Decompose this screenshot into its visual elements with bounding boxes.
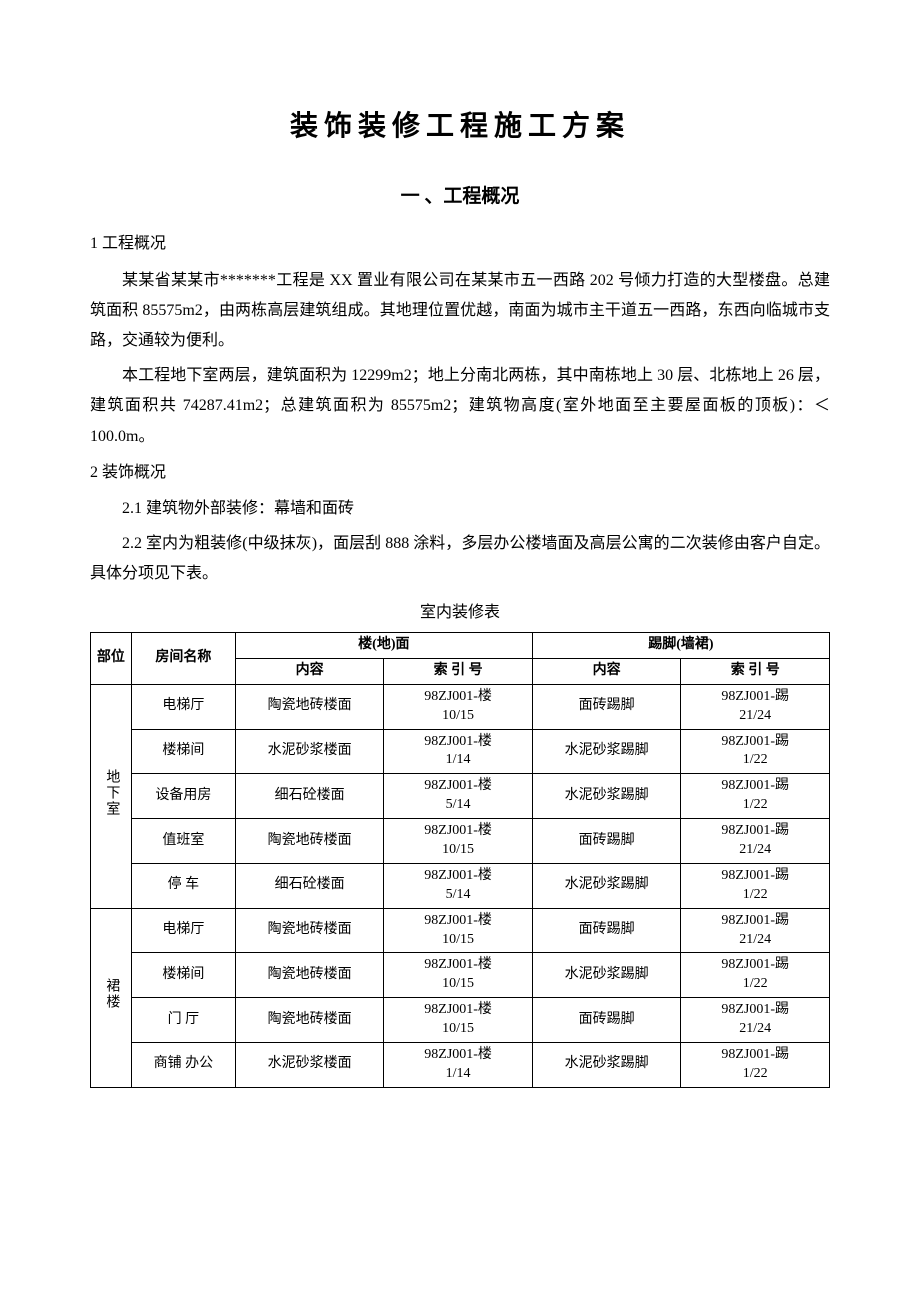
paragraph: 2.2 室内为粗装修(中级抹灰)，面层刮 888 涂料，多层办公楼墙面及高层公寓… [90, 529, 830, 590]
skirt-content-cell: 水泥砂浆踢脚 [532, 953, 681, 998]
sub-heading: 2.1 建筑物外部装修：幕墙和面砖 [90, 494, 830, 524]
room-cell: 停 车 [131, 863, 235, 908]
floor-index-cell: 98ZJ001-楼5/14 [384, 774, 533, 819]
floor-content-cell: 水泥砂浆楼面 [235, 1043, 384, 1088]
room-cell: 电梯厅 [131, 908, 235, 953]
room-cell: 设备用房 [131, 774, 235, 819]
paragraph: 某某省某某市*******工程是 XX 置业有限公司在某某市五一西路 202 号… [90, 266, 830, 357]
paragraph: 本工程地下室两层，建筑面积为 12299m2；地上分南北两栋，其中南栋地上 30… [90, 361, 830, 452]
col-header-section: 部位 [91, 632, 132, 684]
skirt-index-cell: 98ZJ001-踢1/22 [681, 863, 830, 908]
table-header: 部位 房间名称 楼(地)面 踢脚(墙裙) 内容 索 引 号 内容 索 引 号 [91, 632, 830, 684]
col-subheader: 索 引 号 [681, 658, 830, 684]
skirt-content-cell: 面砖踢脚 [532, 684, 681, 729]
skirt-content-cell: 面砖踢脚 [532, 819, 681, 864]
floor-index-cell: 98ZJ001-楼5/14 [384, 863, 533, 908]
table-row: 设备用房细石砼楼面98ZJ001-楼5/14水泥砂浆踢脚98ZJ001-踢1/2… [91, 774, 830, 819]
table-caption: 室内装修表 [90, 598, 830, 628]
floor-content-cell: 陶瓷地砖楼面 [235, 684, 384, 729]
floor-content-cell: 水泥砂浆楼面 [235, 729, 384, 774]
skirt-content-cell: 面砖踢脚 [532, 998, 681, 1043]
document-page: 装饰装修工程施工方案 一 、工程概况 1 工程概况 某某省某某市*******工… [0, 0, 920, 1302]
floor-content-cell: 陶瓷地砖楼面 [235, 998, 384, 1043]
col-header-skirt: 踢脚(墙裙) [532, 632, 829, 658]
section-cell: 裙楼 [91, 908, 132, 1087]
table-header-row: 部位 房间名称 楼(地)面 踢脚(墙裙) [91, 632, 830, 658]
table-row: 门 厅陶瓷地砖楼面98ZJ001-楼10/15面砖踢脚98ZJ001-踢21/2… [91, 998, 830, 1043]
table-row: 楼梯间水泥砂浆楼面98ZJ001-楼1/14水泥砂浆踢脚98ZJ001-踢1/2… [91, 729, 830, 774]
skirt-index-cell: 98ZJ001-踢21/24 [681, 998, 830, 1043]
floor-content-cell: 陶瓷地砖楼面 [235, 819, 384, 864]
skirt-index-cell: 98ZJ001-踢21/24 [681, 908, 830, 953]
skirt-content-cell: 水泥砂浆踢脚 [532, 863, 681, 908]
table-row: 裙楼电梯厅陶瓷地砖楼面98ZJ001-楼10/15面砖踢脚98ZJ001-踢21… [91, 908, 830, 953]
skirt-index-cell: 98ZJ001-踢21/24 [681, 684, 830, 729]
document-title: 装饰装修工程施工方案 [90, 100, 830, 153]
col-header-floor: 楼(地)面 [235, 632, 532, 658]
table-row: 楼梯间陶瓷地砖楼面98ZJ001-楼10/15水泥砂浆踢脚98ZJ001-踢1/… [91, 953, 830, 998]
floor-content-cell: 细石砼楼面 [235, 774, 384, 819]
floor-content-cell: 细石砼楼面 [235, 863, 384, 908]
skirt-content-cell: 水泥砂浆踢脚 [532, 774, 681, 819]
skirt-index-cell: 98ZJ001-踢1/22 [681, 729, 830, 774]
col-subheader: 索 引 号 [384, 658, 533, 684]
table-row: 停 车细石砼楼面98ZJ001-楼5/14水泥砂浆踢脚98ZJ001-踢1/22 [91, 863, 830, 908]
skirt-index-cell: 98ZJ001-踢1/22 [681, 1043, 830, 1088]
table-row: 商铺 办公水泥砂浆楼面98ZJ001-楼1/14水泥砂浆踢脚98ZJ001-踢1… [91, 1043, 830, 1088]
floor-index-cell: 98ZJ001-楼10/15 [384, 998, 533, 1043]
col-subheader: 内容 [235, 658, 384, 684]
room-cell: 值班室 [131, 819, 235, 864]
table-row: 地下室电梯厅陶瓷地砖楼面98ZJ001-楼10/15面砖踢脚98ZJ001-踢2… [91, 684, 830, 729]
skirt-index-cell: 98ZJ001-踢1/22 [681, 774, 830, 819]
skirt-content-cell: 面砖踢脚 [532, 908, 681, 953]
section-cell: 地下室 [91, 684, 132, 908]
section-heading: 一 、工程概况 [90, 179, 830, 215]
table-body: 地下室电梯厅陶瓷地砖楼面98ZJ001-楼10/15面砖踢脚98ZJ001-踢2… [91, 684, 830, 1087]
floor-index-cell: 98ZJ001-楼10/15 [384, 684, 533, 729]
skirt-index-cell: 98ZJ001-踢21/24 [681, 819, 830, 864]
col-subheader: 内容 [532, 658, 681, 684]
skirt-content-cell: 水泥砂浆踢脚 [532, 1043, 681, 1088]
heading-2: 2 装饰概况 [90, 458, 830, 488]
room-cell: 电梯厅 [131, 684, 235, 729]
heading-1: 1 工程概况 [90, 229, 830, 259]
decoration-table: 部位 房间名称 楼(地)面 踢脚(墙裙) 内容 索 引 号 内容 索 引 号 地… [90, 632, 830, 1088]
room-cell: 商铺 办公 [131, 1043, 235, 1088]
floor-index-cell: 98ZJ001-楼10/15 [384, 953, 533, 998]
floor-index-cell: 98ZJ001-楼1/14 [384, 1043, 533, 1088]
room-cell: 楼梯间 [131, 953, 235, 998]
floor-index-cell: 98ZJ001-楼10/15 [384, 819, 533, 864]
skirt-index-cell: 98ZJ001-踢1/22 [681, 953, 830, 998]
room-cell: 门 厅 [131, 998, 235, 1043]
floor-index-cell: 98ZJ001-楼1/14 [384, 729, 533, 774]
floor-content-cell: 陶瓷地砖楼面 [235, 953, 384, 998]
table-row: 值班室陶瓷地砖楼面98ZJ001-楼10/15面砖踢脚98ZJ001-踢21/2… [91, 819, 830, 864]
floor-content-cell: 陶瓷地砖楼面 [235, 908, 384, 953]
room-cell: 楼梯间 [131, 729, 235, 774]
col-header-room: 房间名称 [131, 632, 235, 684]
skirt-content-cell: 水泥砂浆踢脚 [532, 729, 681, 774]
floor-index-cell: 98ZJ001-楼10/15 [384, 908, 533, 953]
